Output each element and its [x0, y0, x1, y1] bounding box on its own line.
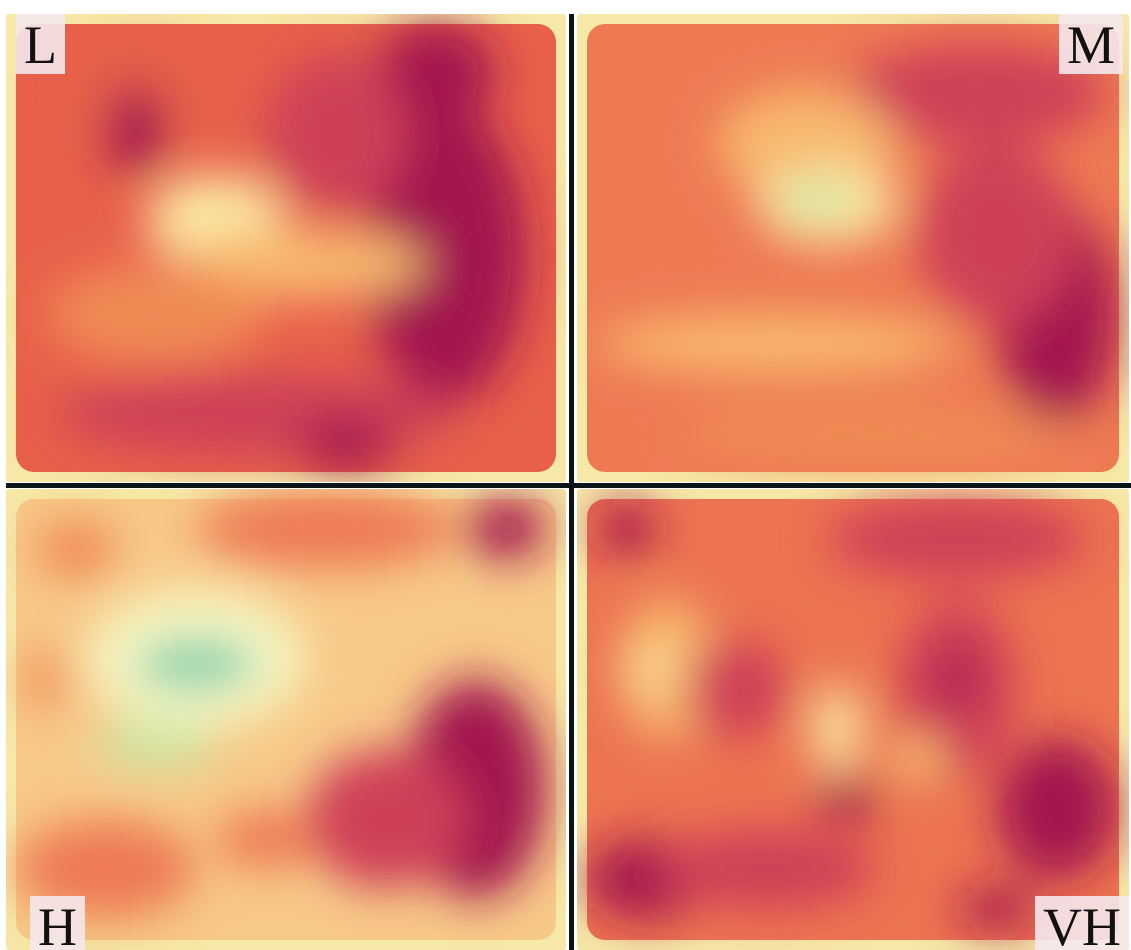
panel-label-H: H: [30, 896, 85, 950]
horizontal-divider: [6, 483, 1131, 488]
heatmap-panel-H: H: [6, 489, 566, 950]
heatmap-M-blobs: [577, 14, 1129, 482]
heatmap-panel-VH: VH: [577, 489, 1129, 950]
panel-label-VH: VH: [1035, 896, 1129, 950]
panel-label-L: L: [16, 14, 65, 74]
heatmap-L-blobs: [6, 14, 566, 482]
heatmap-panel-M: M: [577, 14, 1129, 482]
vertical-divider: [569, 14, 574, 950]
panel-label-M: M: [1058, 14, 1123, 74]
heatmap-panel-L: L: [6, 14, 566, 482]
heatmap-H-blobs: [6, 489, 566, 950]
heatmap-VH-blobs: [577, 489, 1129, 950]
